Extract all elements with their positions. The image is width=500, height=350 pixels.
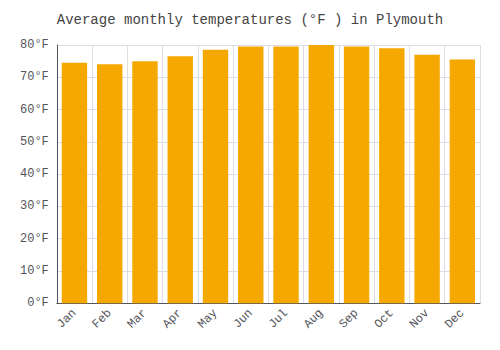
svg-text:Aug: Aug <box>301 306 326 331</box>
svg-text:Sep: Sep <box>336 306 361 331</box>
svg-text:Apr: Apr <box>160 306 185 331</box>
svg-text:80°F: 80°F <box>20 38 49 52</box>
svg-text:Average monthly temperatures (: Average monthly temperatures (°F ) in Pl… <box>57 12 443 28</box>
svg-text:0°F: 0°F <box>27 296 49 310</box>
svg-text:20°F: 20°F <box>20 232 49 246</box>
svg-text:70°F: 70°F <box>20 70 49 84</box>
svg-text:30°F: 30°F <box>20 199 49 213</box>
svg-text:Oct: Oct <box>372 306 397 331</box>
svg-text:May: May <box>195 306 220 331</box>
svg-text:50°F: 50°F <box>20 135 49 149</box>
svg-text:60°F: 60°F <box>20 103 49 117</box>
svg-text:10°F: 10°F <box>20 264 49 278</box>
svg-text:Jun: Jun <box>231 306 256 331</box>
svg-text:Jul: Jul <box>266 306 291 331</box>
svg-text:40°F: 40°F <box>20 167 49 181</box>
svg-text:Mar: Mar <box>125 306 150 331</box>
svg-text:Feb: Feb <box>89 306 114 331</box>
svg-text:Jan: Jan <box>54 306 79 331</box>
svg-text:Nov: Nov <box>407 306 432 331</box>
svg-text:Dec: Dec <box>442 306 467 331</box>
